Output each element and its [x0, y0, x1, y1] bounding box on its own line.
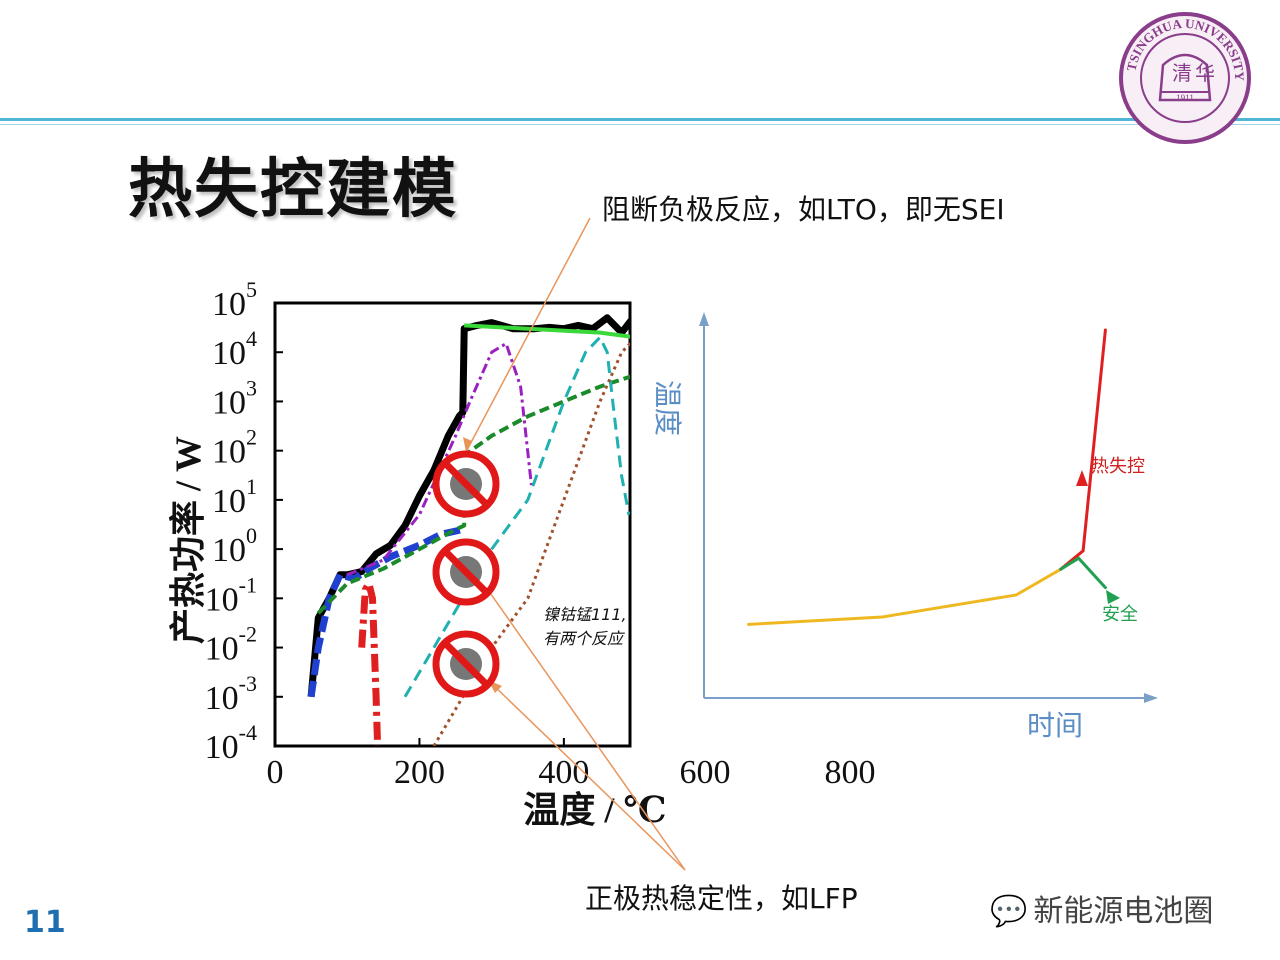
callout-arrow-top	[465, 217, 591, 453]
inset-series-1	[1059, 556, 1107, 590]
inset-x-label: 时间	[1027, 709, 1083, 742]
y-tick-label: 10-1	[205, 572, 257, 618]
y-tick-label: 101	[212, 474, 257, 520]
y-tick-label: 10-2	[205, 622, 257, 668]
x-tick-label-800: 800	[825, 754, 876, 791]
prohibit-icon	[432, 450, 500, 518]
callout-cathode: 正极热稳定性，如LFP	[585, 882, 858, 915]
y-axis-label: 产热功率 / W	[168, 436, 208, 644]
series-line-1	[307, 526, 464, 698]
series-line-3	[346, 342, 533, 577]
inset-y-label: 温度	[651, 380, 684, 436]
prohibit-icon	[432, 538, 500, 606]
y-tick-label: 10-3	[205, 671, 257, 717]
x-tick-label: 200	[394, 754, 445, 791]
chart-frame	[273, 301, 632, 748]
x-tick-label: 0	[267, 754, 284, 791]
callout-arrow-bottom-1	[487, 589, 686, 871]
callout-arrow-bottom-2	[487, 679, 686, 871]
annotation-line-2: 有两个反应	[543, 629, 625, 648]
x-axis-label: 温度 / ℃	[523, 790, 666, 830]
y-tick-label: 102	[212, 425, 257, 471]
y-tick-label: 10-4	[205, 720, 257, 766]
inset-label-runaway: 热失控	[1091, 456, 1145, 477]
series-line-6	[432, 341, 630, 746]
wechat-watermark: 💬 新能源电池圈	[990, 886, 1213, 930]
annotation-line-1: 镍钴锰111,	[543, 605, 627, 624]
header-divider	[0, 118, 1280, 121]
page-number: 11	[24, 905, 66, 940]
y-tick-label: 103	[212, 375, 257, 421]
safe-arrowhead	[1106, 590, 1120, 604]
y-tick-label: 104	[212, 326, 257, 372]
watermark-text: 新能源电池圈	[1033, 894, 1214, 929]
y-tick-label: 105	[212, 277, 257, 323]
series-line-4	[316, 374, 630, 615]
series-line-5	[403, 335, 630, 698]
header-divider-thin	[0, 124, 1280, 125]
y-tick-label: 100	[212, 523, 257, 569]
x-tick-label-600: 600	[680, 754, 731, 791]
series-line-2	[358, 580, 382, 746]
callout-anode: 阻断负极反应，如LTO，即无SEI	[602, 193, 1005, 226]
runaway-arrowhead	[1076, 470, 1088, 486]
inset-label-safe: 安全	[1102, 604, 1138, 625]
prohibit-icon	[432, 630, 500, 698]
wechat-icon: 💬	[990, 894, 1028, 929]
inset-series-2	[747, 567, 1063, 626]
x-tick-label: 400	[538, 754, 589, 791]
inset-panel	[632, 292, 1140, 758]
series-line-7	[464, 323, 630, 339]
slide-title: 热失控建模	[128, 153, 458, 227]
